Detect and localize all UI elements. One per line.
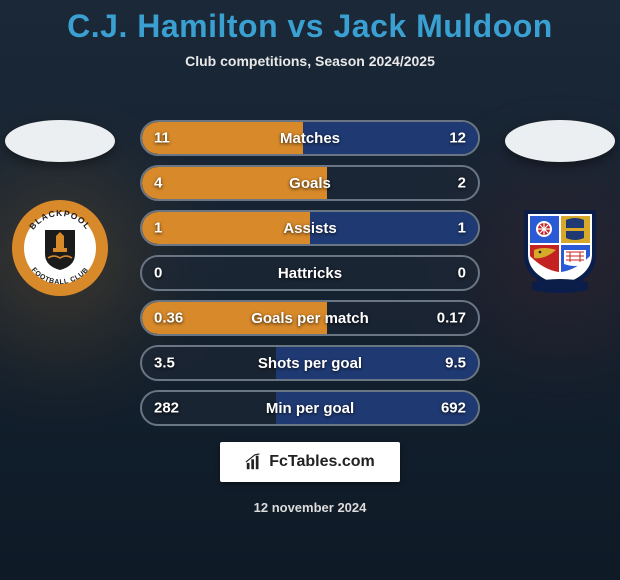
- stat-row: 4 Goals 2: [140, 165, 480, 201]
- club-crest-left: BLACKPOOL FOOTBALL CLUB: [10, 198, 110, 298]
- stat-value-left: 11: [154, 130, 170, 147]
- stat-row: 1 Assists 1: [140, 210, 480, 246]
- page-title: C.J. Hamilton vs Jack Muldoon: [0, 0, 620, 45]
- stat-value-left: 4: [154, 175, 162, 192]
- branding-text: FcTables.com: [269, 453, 375, 471]
- stat-value-right: 0.17: [437, 310, 466, 327]
- stat-value-right: 1: [458, 220, 466, 237]
- stat-value-left: 282: [154, 400, 179, 417]
- stats-container: 11 Matches 12 4 Goals 2 1 Assists 1 0 Hattricks 0 0.…: [140, 120, 480, 426]
- stat-row: 11 Matches 12: [140, 120, 480, 156]
- stat-value-left: 3.5: [154, 355, 175, 372]
- stat-value-left: 1: [154, 220, 162, 237]
- date-text: 12 november 2024: [0, 500, 620, 515]
- stat-value-right: 12: [449, 130, 466, 147]
- subtitle: Club competitions, Season 2024/2025: [0, 53, 620, 69]
- stat-row: 0.36 Goals per match 0.17: [140, 300, 480, 336]
- player-right-column: [500, 120, 620, 298]
- stat-label: Assists: [283, 220, 336, 237]
- stat-value-left: 0: [154, 265, 162, 282]
- stat-value-left: 0.36: [154, 310, 183, 327]
- chart-icon: [245, 453, 263, 471]
- stat-label: Hattricks: [278, 265, 342, 282]
- player-right-photo: [505, 120, 615, 162]
- stat-value-right: 9.5: [445, 355, 466, 372]
- stat-value-right: 0: [458, 265, 466, 282]
- stat-row: 3.5 Shots per goal 9.5: [140, 345, 480, 381]
- stat-label: Shots per goal: [258, 355, 362, 372]
- branding-badge: FcTables.com: [220, 442, 400, 482]
- stat-value-right: 692: [441, 400, 466, 417]
- stat-value-right: 2: [458, 175, 466, 192]
- stat-label: Min per goal: [266, 400, 354, 417]
- stat-label: Matches: [280, 130, 340, 147]
- stat-label: Goals: [289, 175, 331, 192]
- stat-row: 0 Hattricks 0: [140, 255, 480, 291]
- stat-row: 282 Min per goal 692: [140, 390, 480, 426]
- club-crest-right: [510, 198, 610, 298]
- stat-label: Goals per match: [251, 310, 369, 327]
- player-left-column: BLACKPOOL FOOTBALL CLUB: [0, 120, 120, 298]
- player-left-photo: [5, 120, 115, 162]
